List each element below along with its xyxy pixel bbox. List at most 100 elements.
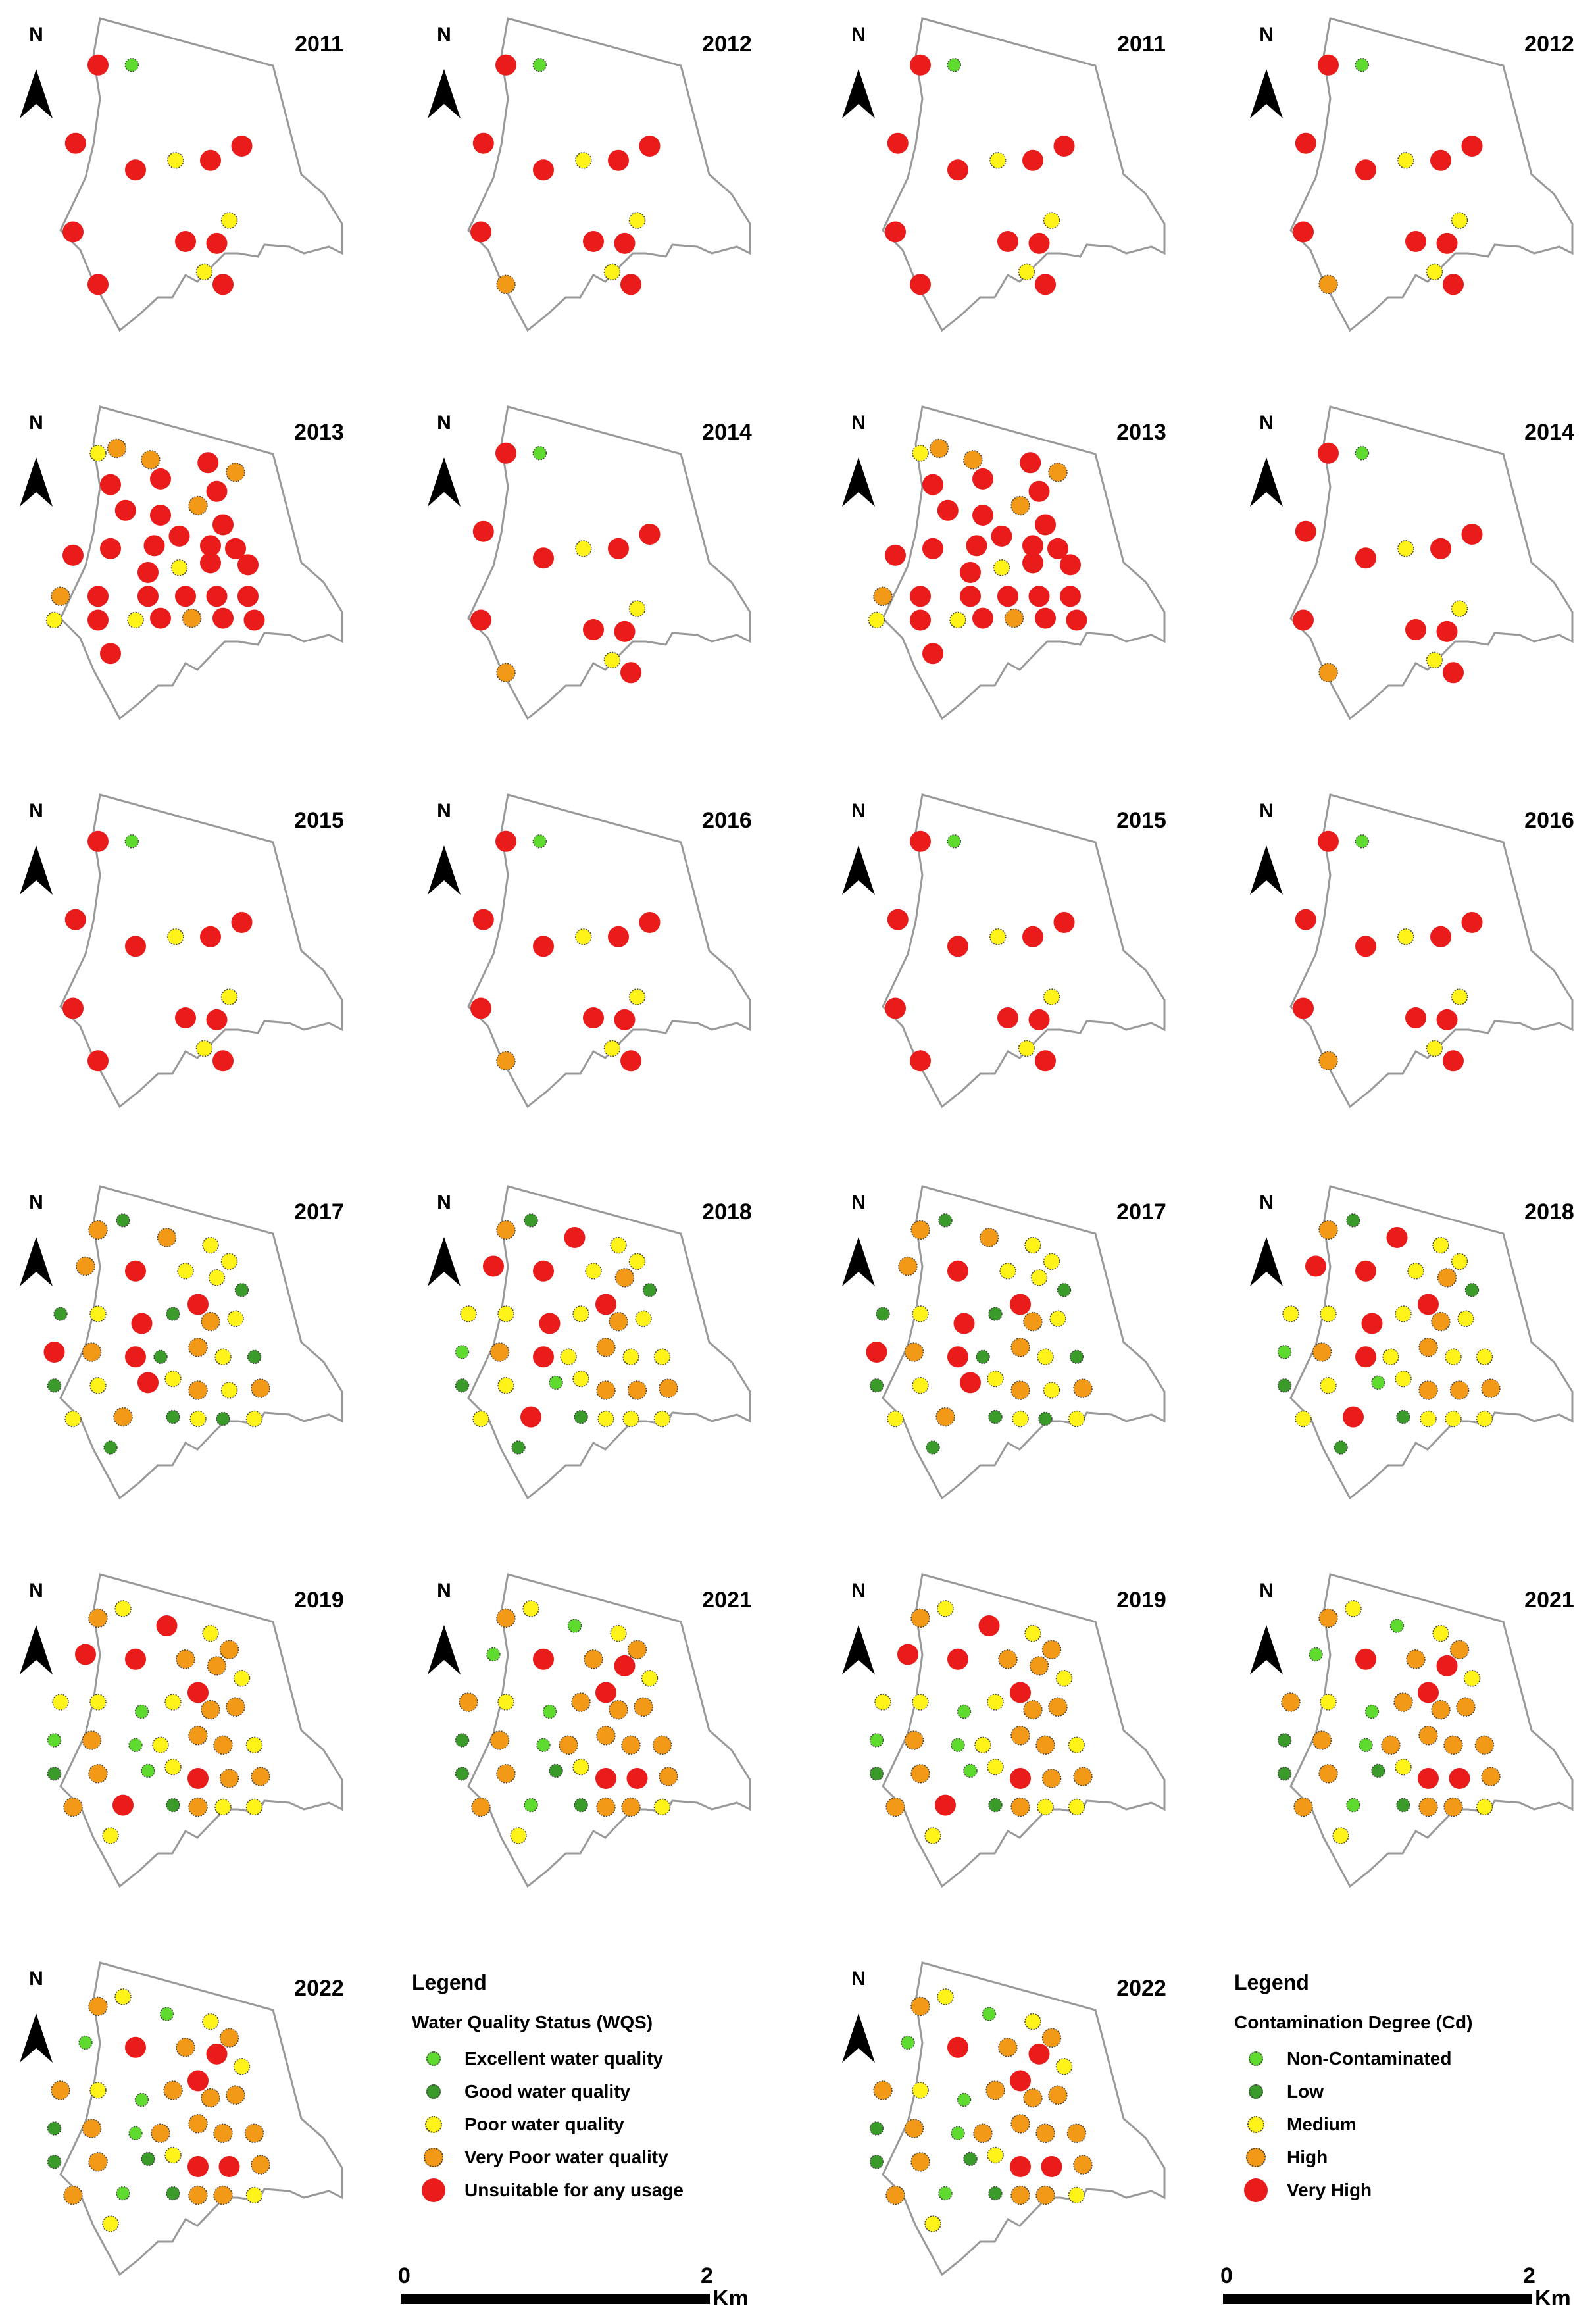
north-arrow-shape xyxy=(428,69,461,118)
legend-cd-item: High xyxy=(1234,2141,1576,2174)
sample-point xyxy=(873,2080,893,2100)
sample-point xyxy=(1451,1253,1468,1270)
sample-point xyxy=(1022,926,1043,947)
sample-point xyxy=(455,1767,470,1781)
north-arrow-icon: N xyxy=(842,800,875,895)
sample-point xyxy=(47,2155,62,2169)
sample-point xyxy=(1068,1798,1085,1816)
sample-point xyxy=(88,2152,108,2172)
sample-point xyxy=(247,1349,262,1365)
sample-point xyxy=(1436,1655,1458,1676)
sample-point xyxy=(1395,1305,1412,1322)
year-label: 2021 xyxy=(1524,1588,1574,1613)
sample-point xyxy=(1043,212,1060,229)
sample-point xyxy=(1443,1050,1464,1072)
north-arrow-icon: N xyxy=(1250,1580,1283,1674)
sample-point xyxy=(1022,149,1043,171)
sample-point xyxy=(1018,263,1035,281)
legend-wqs-swatch-4 xyxy=(422,2178,445,2202)
sample-point xyxy=(614,620,636,642)
sample-point xyxy=(653,1410,671,1428)
sample-point xyxy=(868,611,885,629)
sample-point xyxy=(164,1694,182,1711)
sample-point xyxy=(922,538,943,559)
legend-cd-label-1: Low xyxy=(1287,2081,1324,2101)
sample-point xyxy=(82,2119,102,2138)
sample-point xyxy=(873,586,893,607)
sample-point xyxy=(938,2186,953,2201)
sample-point xyxy=(1010,2114,1030,2134)
sample-point xyxy=(87,54,109,76)
sample-point xyxy=(910,2152,930,2172)
sample-point xyxy=(595,1682,616,1703)
sample-point xyxy=(659,1378,678,1398)
map-panel-2013-wqs: N 2013 xyxy=(20,405,344,720)
sample-point xyxy=(1318,663,1338,683)
sample-point xyxy=(597,1410,614,1428)
sample-point xyxy=(887,132,909,154)
sample-point xyxy=(608,926,629,947)
sample-point xyxy=(483,1255,504,1277)
sample-point xyxy=(1318,1220,1338,1240)
sample-point xyxy=(1041,2156,1062,2177)
sample-point xyxy=(866,1342,887,1363)
sample-point xyxy=(75,1644,96,1665)
sample-point xyxy=(112,1794,134,1816)
sample-point xyxy=(1277,1378,1292,1393)
sample-point xyxy=(187,2156,209,2177)
sample-point xyxy=(949,611,966,629)
sample-point xyxy=(125,1648,146,1670)
north-arrow-shape xyxy=(1250,457,1283,507)
sample-point xyxy=(157,1228,177,1247)
sample-point xyxy=(53,1307,68,1321)
sample-point xyxy=(1028,232,1050,254)
sample-point xyxy=(64,1410,82,1428)
map-panel-2012-wqs: N 2012 xyxy=(428,17,752,332)
legend-cd-label-0: Non-Contaminated xyxy=(1287,2048,1452,2069)
sample-point xyxy=(991,525,1012,547)
sample-point xyxy=(496,663,516,683)
sample-point xyxy=(963,2151,978,2167)
sample-point xyxy=(1012,1410,1029,1428)
sample-point xyxy=(88,1220,108,1240)
sample-point xyxy=(575,540,592,557)
sample-point xyxy=(533,1260,554,1282)
north-label: N xyxy=(29,1968,43,1990)
sample-point xyxy=(62,997,84,1019)
sample-point xyxy=(560,1348,577,1366)
sample-point xyxy=(1035,1050,1056,1072)
sample-point xyxy=(1432,1624,1449,1642)
sample-point xyxy=(947,58,962,72)
sample-point xyxy=(195,263,213,281)
sample-point xyxy=(963,1763,978,1778)
map-panel-2021-wqs: N 2021 xyxy=(428,1573,752,1888)
sample-point xyxy=(52,1694,69,1711)
sample-point xyxy=(595,1294,616,1315)
sample-point xyxy=(62,221,84,243)
north-arrow-shape xyxy=(20,457,53,507)
sample-point xyxy=(187,1294,209,1315)
sample-point xyxy=(1481,1378,1501,1398)
sample-point xyxy=(124,58,139,72)
sample-point xyxy=(1318,274,1338,295)
year-label: 2019 xyxy=(1116,1588,1166,1613)
sample-point xyxy=(972,468,993,490)
sample-point xyxy=(1445,1348,1462,1366)
sample-point xyxy=(176,2038,195,2057)
legend-wqs-swatch-0 xyxy=(426,2051,441,2066)
sample-point xyxy=(226,463,245,482)
sample-point xyxy=(609,1311,628,1332)
sample-point xyxy=(1028,480,1050,502)
sample-point xyxy=(206,480,228,502)
sample-point xyxy=(910,586,931,607)
sample-point xyxy=(1277,1345,1292,1359)
sample-point xyxy=(89,1694,107,1711)
sample-point xyxy=(533,547,554,569)
sample-point xyxy=(1295,132,1316,154)
sample-point xyxy=(245,1736,263,1754)
north-arrow-shape xyxy=(842,2013,875,2063)
sample-point xyxy=(137,1372,159,1394)
sample-point xyxy=(1037,1798,1054,1816)
map-panel-2017-wqs: N 2017 xyxy=(20,1185,344,1500)
sample-point xyxy=(187,1682,209,1703)
